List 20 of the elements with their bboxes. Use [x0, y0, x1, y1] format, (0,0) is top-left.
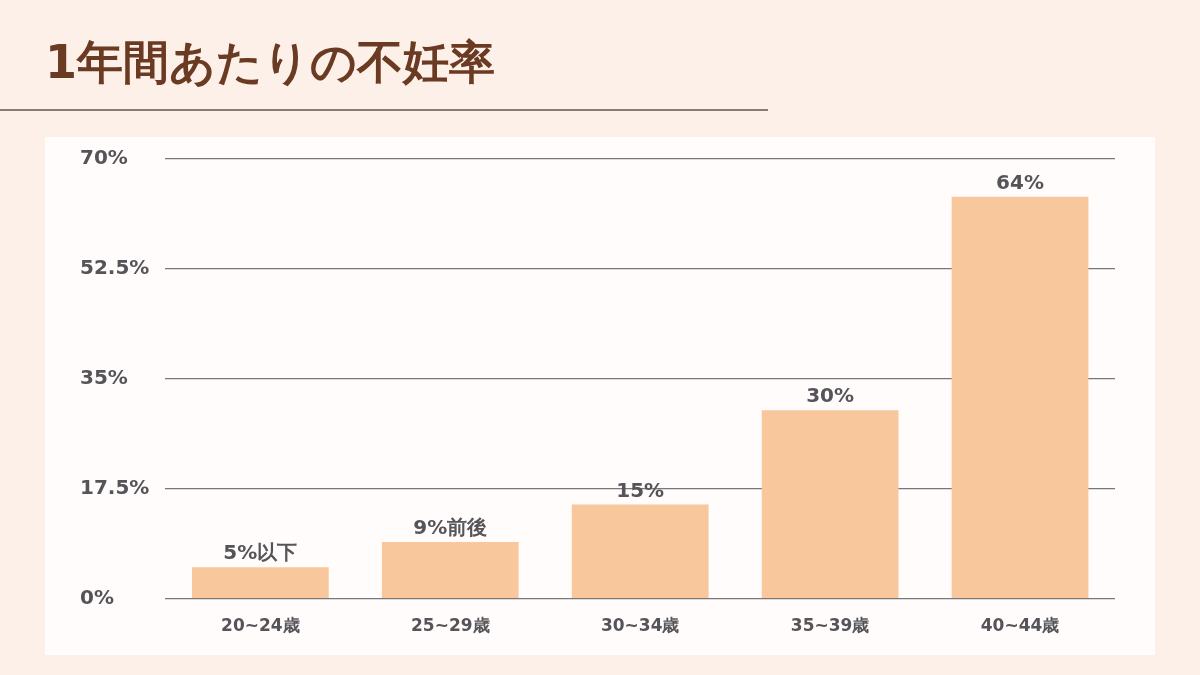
- data-label: 5%以下: [223, 540, 298, 565]
- x-tick-label: 30~34歳: [600, 615, 680, 636]
- x-tick-label: 20~24歳: [221, 615, 300, 636]
- bar: [191, 567, 329, 598]
- y-tick-label: 70%: [80, 145, 128, 170]
- x-tick-label: 40~44歳: [980, 615, 1060, 636]
- data-label: 30%: [806, 383, 855, 408]
- bar: [951, 196, 1089, 598]
- bar: [571, 504, 709, 598]
- bar: [761, 410, 899, 598]
- data-label: 64%: [996, 169, 1044, 194]
- x-tick-label: 35~39歳: [790, 615, 870, 636]
- y-tick-label: 52.5%: [80, 255, 150, 280]
- chart-title: 1年間あたりの不妊率: [45, 34, 496, 91]
- x-tick-label: 25~29歳: [410, 615, 490, 636]
- bar: [381, 542, 519, 598]
- data-label: 9%前後: [413, 515, 488, 540]
- y-tick-label: 17.5%: [80, 474, 150, 499]
- y-tick-label: 0%: [80, 584, 114, 609]
- y-tick-label: 35%: [80, 365, 128, 389]
